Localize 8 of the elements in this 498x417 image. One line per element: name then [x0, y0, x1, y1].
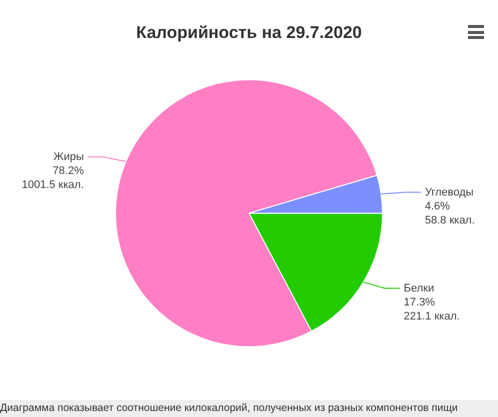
slice-label: Углеводы	[424, 186, 474, 198]
chart-title: Калорийность на 29.7.2020	[136, 22, 362, 42]
data-label: 17.3% 221.1 ккал.	[404, 296, 460, 322]
slice-label: Белки	[404, 282, 434, 294]
text: Диаграмма показывает соотношение килокалорий, полученных из разных компонентов пищи	[0, 400, 498, 417]
data-label: 4.6% 58.8 ккал.	[424, 200, 475, 226]
data-label: 78.2% 1001.5 ккал.	[22, 164, 84, 191]
slice-label: Жиры	[54, 150, 84, 163]
